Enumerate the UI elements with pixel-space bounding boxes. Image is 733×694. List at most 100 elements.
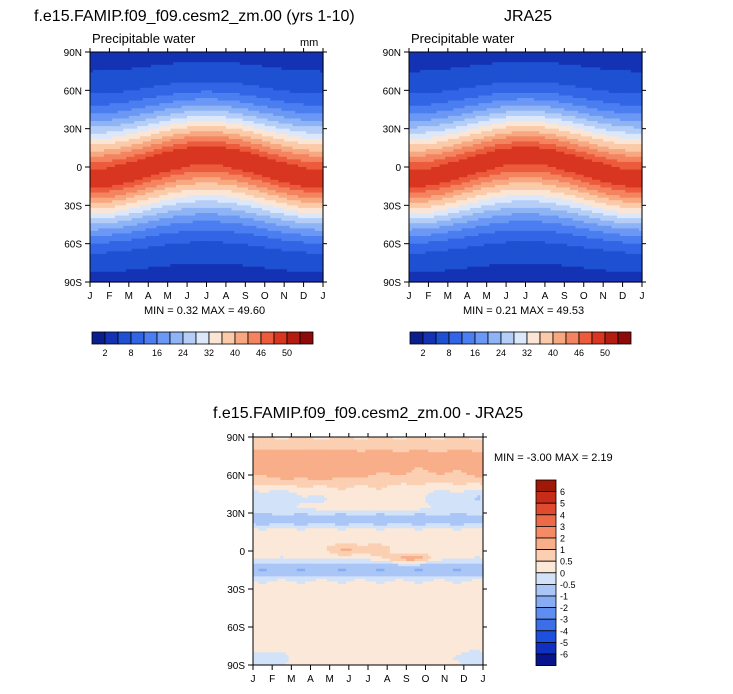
heatmap-cell xyxy=(159,225,163,229)
heatmap-cell xyxy=(167,98,172,102)
heatmap-cell xyxy=(114,195,119,199)
heatmap-cell xyxy=(109,126,113,130)
heatmap-cell xyxy=(162,236,166,240)
heatmap-cell xyxy=(184,62,188,66)
heatmap-cell xyxy=(162,177,166,181)
heatmap-cell xyxy=(117,259,122,263)
heatmap-cell xyxy=(198,69,202,74)
heatmap-cell xyxy=(90,223,94,227)
heatmap-cell xyxy=(120,69,124,74)
heatmap-cell xyxy=(203,159,208,163)
heatmap-cell xyxy=(217,233,221,237)
heatmap-cell xyxy=(173,92,177,97)
heatmap-cell xyxy=(126,138,130,143)
heatmap-cell xyxy=(170,59,174,63)
heatmap-cell xyxy=(187,69,191,74)
heatmap-cell xyxy=(139,146,144,150)
heatmap-cell xyxy=(189,174,194,178)
heatmap-cell xyxy=(117,131,122,135)
heatmap-cell xyxy=(184,138,188,143)
heatmap-cell xyxy=(223,75,227,79)
heatmap-cell xyxy=(231,261,235,265)
heatmap-cell xyxy=(139,138,144,143)
heatmap-cell xyxy=(106,121,111,125)
heatmap-cell xyxy=(212,233,216,237)
heatmap-cell xyxy=(164,138,169,143)
heatmap-cell xyxy=(126,52,130,56)
heatmap-cell xyxy=(164,105,169,109)
heatmap-cell xyxy=(92,190,97,194)
heatmap-cell xyxy=(106,103,111,107)
heatmap-cell xyxy=(225,195,230,199)
heatmap-cell xyxy=(225,202,230,206)
heatmap-cell xyxy=(178,144,183,148)
heatmap-cell xyxy=(223,113,227,117)
heatmap-cell xyxy=(153,269,158,273)
heatmap-cell xyxy=(117,172,122,176)
heatmap-cell xyxy=(167,90,172,94)
heatmap-cell xyxy=(92,128,97,132)
heatmap-cell xyxy=(173,197,177,201)
heatmap-cell xyxy=(203,113,208,117)
heatmap-cell xyxy=(98,215,102,219)
heatmap-cell xyxy=(192,159,196,163)
heatmap-cell xyxy=(101,151,105,155)
heatmap-cell xyxy=(109,144,113,148)
heatmap-cell xyxy=(192,243,196,247)
heatmap-cell xyxy=(228,182,233,186)
heatmap-cell xyxy=(95,276,99,281)
heatmap-cell xyxy=(237,279,241,283)
heatmap-cell xyxy=(112,169,116,173)
heatmap-cell xyxy=(175,85,180,89)
heatmap-cell xyxy=(184,103,188,107)
heatmap-cell xyxy=(203,246,208,250)
heatmap-cell xyxy=(173,225,177,229)
heatmap-cell xyxy=(220,110,224,114)
heatmap-cell xyxy=(195,149,199,153)
heatmap-cell xyxy=(234,256,238,260)
heatmap-cell xyxy=(239,241,244,245)
heatmap-cell xyxy=(170,223,174,227)
heatmap-cell xyxy=(206,169,210,173)
heatmap-cell xyxy=(159,151,163,155)
heatmap-cell xyxy=(217,80,221,84)
heatmap-cell xyxy=(242,100,246,104)
heatmap-cell xyxy=(92,230,97,235)
heatmap-cell xyxy=(120,67,124,71)
heatmap-cell xyxy=(217,85,221,89)
heatmap-cell xyxy=(228,259,233,263)
heatmap-cell xyxy=(92,115,97,120)
heatmap-cell xyxy=(164,57,169,61)
heatmap-cell xyxy=(95,90,99,94)
heatmap-cell xyxy=(234,228,238,232)
heatmap-cell xyxy=(175,57,180,61)
heatmap-cell xyxy=(103,192,108,196)
heatmap-cell xyxy=(184,223,188,227)
heatmap-cell xyxy=(239,149,244,153)
heatmap-cell xyxy=(181,87,185,91)
heatmap-cell xyxy=(98,269,102,273)
heatmap-cell xyxy=(242,126,246,130)
heatmap-cell xyxy=(92,62,97,66)
heatmap-cell xyxy=(189,113,194,117)
heatmap-cell xyxy=(164,159,169,163)
heatmap-cell xyxy=(189,192,194,196)
heatmap-cell xyxy=(173,279,177,283)
heatmap-cell xyxy=(220,69,224,74)
heatmap-cell xyxy=(237,238,241,242)
heatmap-cell xyxy=(101,184,105,189)
heatmap-cell xyxy=(90,151,94,155)
heatmap-cell xyxy=(242,54,246,58)
heatmap-cell xyxy=(145,92,149,97)
heatmap-cell xyxy=(156,108,160,112)
heatmap-cell xyxy=(117,266,122,270)
heatmap-cell xyxy=(220,167,224,171)
heatmap-cell xyxy=(101,62,105,66)
heatmap-cell xyxy=(120,174,124,178)
heatmap-cell xyxy=(134,207,138,212)
heatmap-cell xyxy=(131,90,135,94)
heatmap-cell xyxy=(156,174,160,178)
heatmap-cell xyxy=(203,85,208,89)
heatmap-cell xyxy=(128,190,133,194)
heatmap-cell xyxy=(98,210,102,214)
